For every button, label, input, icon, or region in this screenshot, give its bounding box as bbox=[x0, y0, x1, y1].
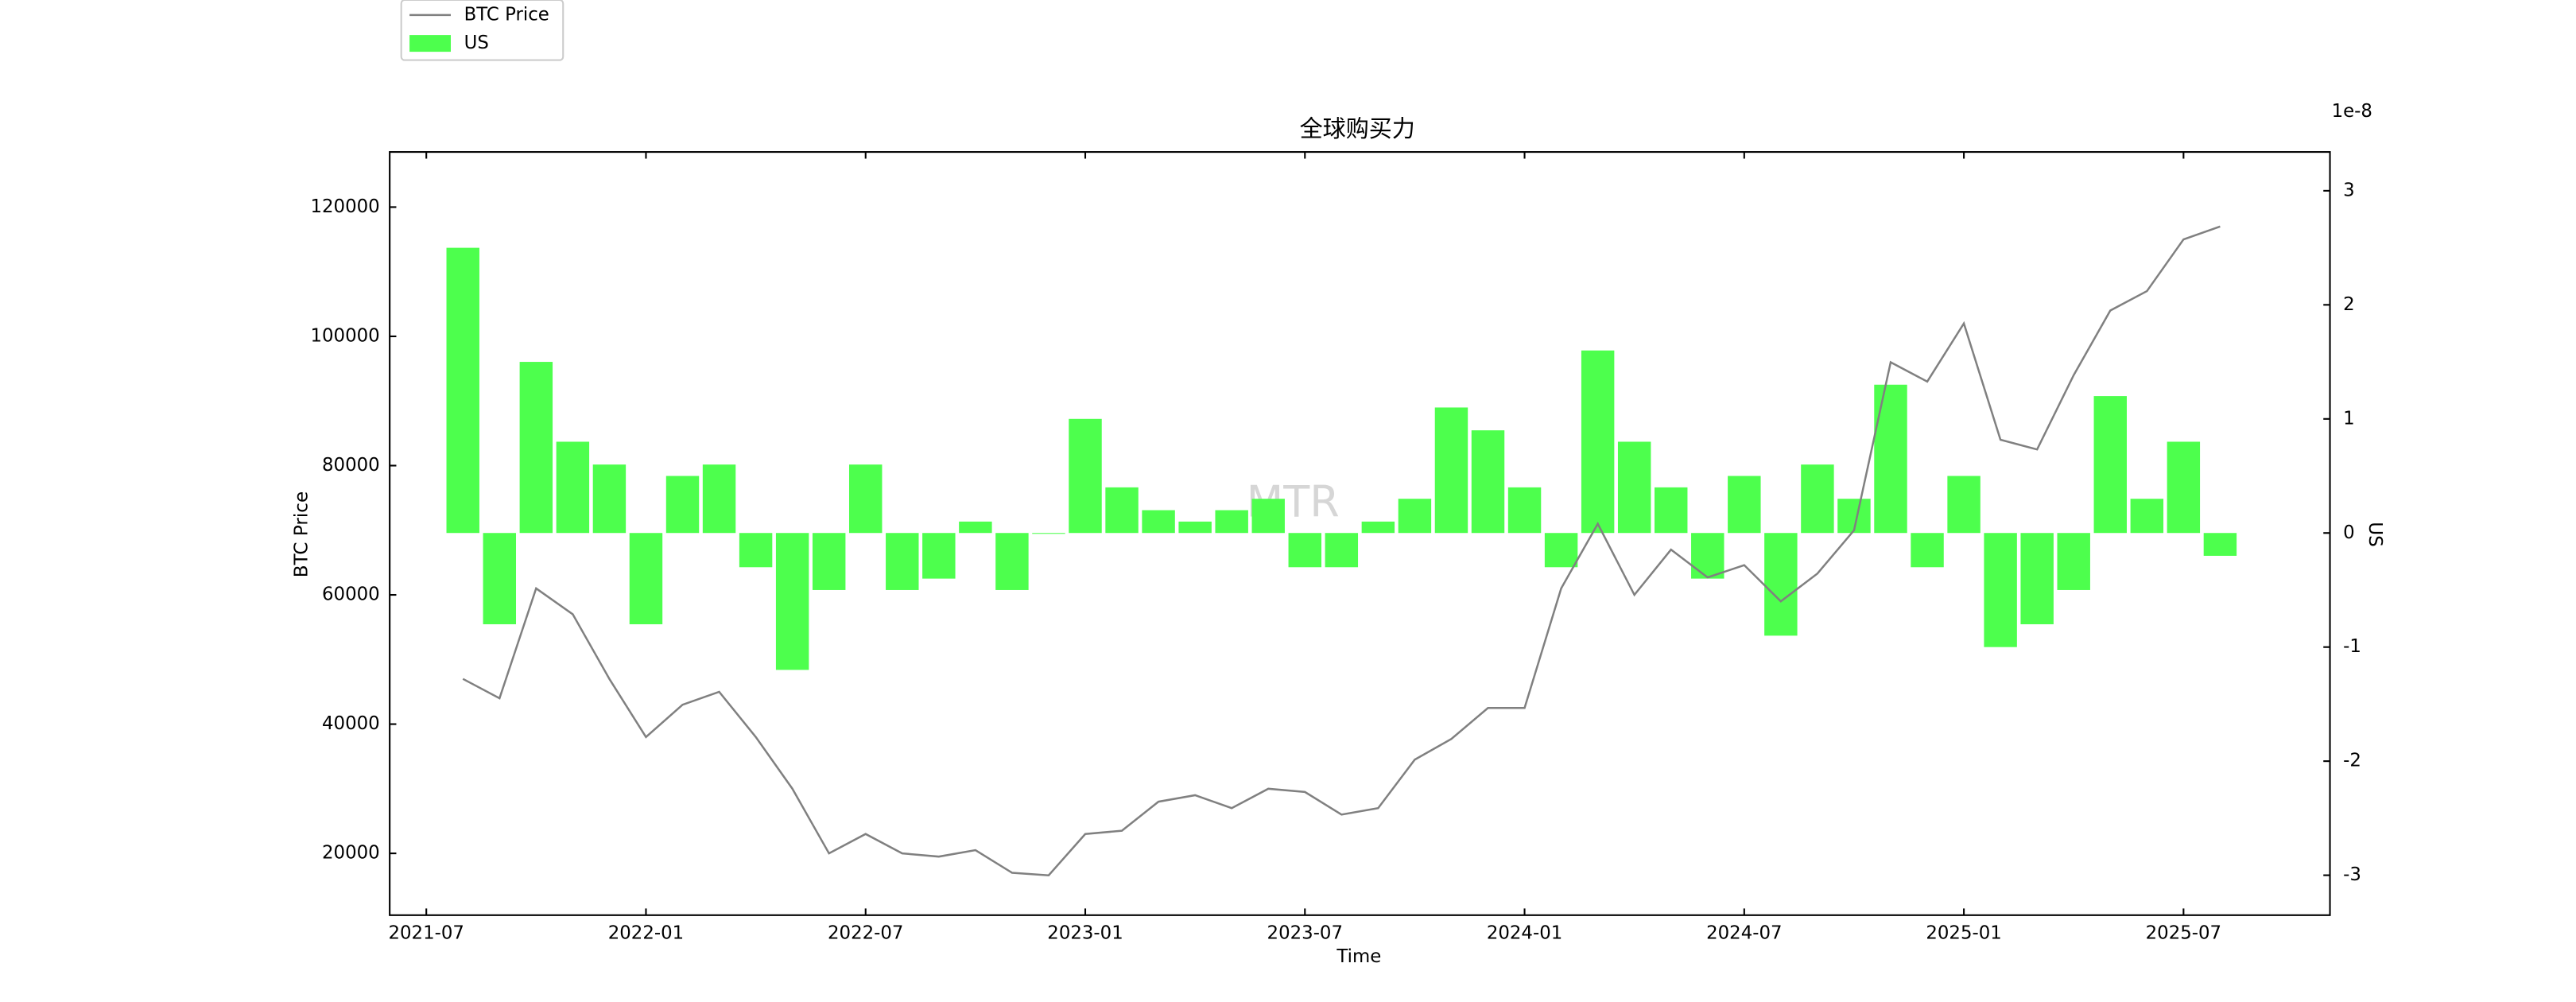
x-axis-label: Time bbox=[1336, 946, 1381, 967]
bar bbox=[959, 521, 992, 534]
bar bbox=[1215, 510, 1248, 534]
bar bbox=[922, 533, 956, 579]
bar bbox=[1984, 533, 2017, 647]
bar bbox=[1728, 476, 1761, 534]
bar bbox=[1764, 533, 1798, 636]
y2-offset-text: 1e-8 bbox=[2332, 101, 2372, 122]
bar bbox=[1361, 521, 1395, 534]
y2-tick-label: 1 bbox=[2343, 408, 2355, 429]
y-tick-label: 80000 bbox=[322, 455, 380, 476]
bar bbox=[2130, 499, 2164, 534]
bar bbox=[1911, 533, 1944, 568]
bar bbox=[2093, 396, 2127, 534]
x-tick-label: 2024-07 bbox=[1706, 922, 1782, 943]
bar bbox=[629, 533, 663, 624]
x-tick-label: 2023-07 bbox=[1267, 922, 1343, 943]
y-axis-label: BTC Price bbox=[292, 491, 312, 577]
bar bbox=[1398, 499, 1432, 534]
bar bbox=[519, 362, 553, 534]
bar bbox=[1581, 350, 1615, 534]
bar bbox=[1507, 487, 1542, 534]
bar bbox=[592, 464, 627, 534]
bar bbox=[775, 533, 809, 670]
price-line bbox=[462, 225, 2221, 877]
bar bbox=[1434, 407, 1468, 534]
bar bbox=[1544, 533, 1578, 568]
bar bbox=[886, 533, 919, 590]
bar bbox=[1069, 418, 1102, 534]
x-tick-label: 2022-07 bbox=[828, 922, 903, 943]
y2-tick-label: -1 bbox=[2343, 636, 2361, 657]
bar bbox=[1617, 441, 1651, 534]
y-tick-label: 20000 bbox=[322, 843, 380, 864]
y2-tick-label: 2 bbox=[2343, 294, 2355, 315]
y-tick-label: 60000 bbox=[322, 584, 380, 604]
legend-label: BTC Price bbox=[464, 4, 549, 25]
bar bbox=[665, 476, 700, 534]
y2-tick-label: 0 bbox=[2343, 522, 2355, 543]
bar bbox=[1251, 499, 1285, 534]
bar bbox=[2020, 533, 2054, 624]
legend-label: US bbox=[464, 33, 489, 53]
y2-tick-label: 3 bbox=[2343, 180, 2355, 200]
bar bbox=[812, 533, 846, 590]
bar bbox=[739, 533, 773, 568]
x-tick-label: 2023-01 bbox=[1047, 922, 1123, 943]
bar bbox=[1288, 533, 1321, 568]
y-tick-label: 100000 bbox=[310, 325, 379, 346]
bar bbox=[446, 247, 479, 534]
chart-title: 全球购买力 bbox=[1300, 115, 1415, 142]
bar bbox=[1691, 533, 1724, 579]
bar bbox=[2057, 533, 2090, 590]
y2-axis-label: US bbox=[2365, 522, 2385, 547]
y2-tick-label: -3 bbox=[2343, 864, 2361, 885]
bar bbox=[1947, 476, 1980, 534]
bar bbox=[1874, 384, 1907, 534]
bar bbox=[1142, 510, 1175, 534]
bar bbox=[1655, 487, 1688, 534]
bar bbox=[1178, 521, 1212, 534]
bar bbox=[2203, 533, 2237, 556]
bar bbox=[1325, 533, 1359, 568]
bar bbox=[849, 464, 883, 534]
bar bbox=[1105, 487, 1139, 534]
legend-swatch bbox=[409, 35, 451, 52]
bar bbox=[1471, 430, 1505, 534]
bar bbox=[702, 464, 736, 534]
x-tick-label: 2022-01 bbox=[608, 922, 684, 943]
bar bbox=[1801, 464, 1834, 534]
x-tick-label: 2021-07 bbox=[388, 922, 464, 943]
x-tick-label: 2025-01 bbox=[1926, 922, 2001, 943]
x-tick-label: 2024-01 bbox=[1487, 922, 1562, 943]
bar bbox=[556, 441, 590, 534]
bar bbox=[2167, 441, 2201, 534]
y-tick-label: 40000 bbox=[322, 713, 380, 734]
y2-tick-label: -2 bbox=[2343, 751, 2361, 771]
bar bbox=[483, 533, 517, 624]
y-tick-label: 120000 bbox=[310, 196, 379, 217]
bar bbox=[1032, 533, 1065, 534]
x-tick-label: 2025-07 bbox=[2146, 922, 2221, 943]
bar bbox=[995, 533, 1029, 590]
